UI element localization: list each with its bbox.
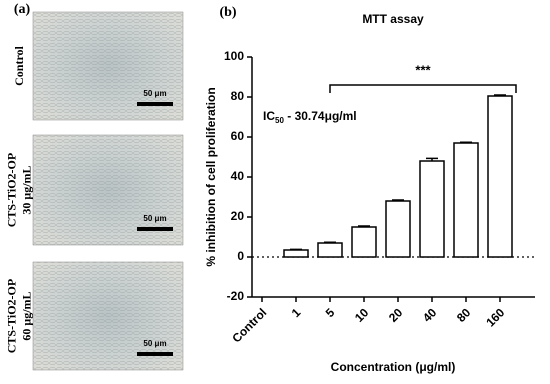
scale-bar [137, 352, 173, 356]
image-label: Control [12, 45, 26, 85]
y-tick-label: 40 [231, 169, 245, 183]
scale-bar-label: 50 μm [143, 339, 166, 348]
panel-label: (a) [14, 2, 31, 17]
x-tick-label: 10 [352, 305, 372, 325]
image-label: 30 μg/mL [19, 165, 33, 214]
error-bar [392, 199, 404, 201]
significance-bracket [329, 84, 517, 93]
x-tick-label: 1 [289, 305, 304, 320]
x-tick-label: 160 [483, 305, 507, 329]
y-tick-label: 80 [231, 89, 245, 103]
error-bar [290, 248, 302, 251]
bar [283, 249, 309, 258]
scale-bar [137, 102, 173, 106]
annotation-part: IC [263, 109, 275, 123]
annotation-part: - 30.74μg/ml [284, 109, 357, 123]
x-tick-label: 20 [386, 305, 406, 325]
y-tick-label: 100 [224, 49, 244, 63]
bar [419, 160, 445, 258]
y-tick-label: -20 [227, 289, 245, 303]
error-bar [358, 225, 370, 227]
x-tick-label: 80 [454, 305, 474, 325]
x-tick-label: Control [229, 305, 269, 345]
error-bar [426, 157, 438, 161]
y-tick-label: 20 [231, 209, 245, 223]
bar [317, 242, 343, 258]
image-label: CTS-TiO2-OP [4, 279, 18, 353]
panel-label: (b) [219, 5, 236, 20]
scale-bar-label: 50 μm [143, 89, 166, 98]
bar [453, 142, 479, 258]
error-bar [324, 241, 336, 243]
chart-title: MTT assay [362, 12, 424, 26]
scale-bar [137, 227, 173, 231]
image-label: 60 μg/mL [19, 291, 33, 340]
significance-label: *** [415, 62, 431, 77]
annotation-part: 50 [275, 116, 284, 125]
ic50-annotation: IC50 - 30.74μg/ml [263, 109, 357, 125]
error-bar [494, 94, 506, 96]
x-tick-label: 5 [323, 305, 338, 320]
bar [351, 226, 377, 258]
y-axis-label: % inhibition of cell proliferation [204, 87, 218, 266]
bar [385, 200, 411, 258]
x-tick-label: 40 [420, 305, 440, 325]
y-tick-label: 0 [237, 249, 244, 263]
chart: MTT assay -20 0 20 40 60 80 100 % inhibition of … [204, 12, 535, 374]
scale-bar-label: 50 μm [143, 214, 166, 223]
x-axis-label: Concentration (μg/ml) [331, 360, 456, 374]
image-label: CTS-TiO2-OP [4, 153, 18, 227]
error-bar [460, 141, 472, 143]
y-tick-label: 60 [231, 129, 245, 143]
bar [487, 95, 513, 258]
micrograph-texture [33, 135, 183, 245]
